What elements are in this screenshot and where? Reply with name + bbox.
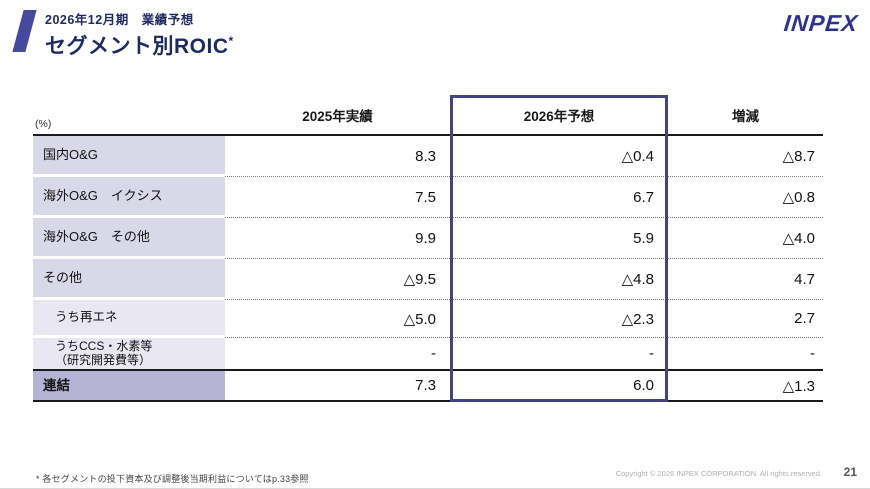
table-row-ccs-hydrogen: うちCCS・水素等 （研究開発費等） - - - [33, 338, 823, 369]
value-2026: △4.8 [450, 259, 668, 300]
row-label: うち再エネ [33, 300, 225, 338]
row-label: 連結 [33, 371, 225, 400]
value-2025: - [431, 345, 436, 362]
accent-slant-bar [12, 10, 37, 52]
value-diff: 4.7 [668, 259, 823, 300]
copyright-text: Copyright © 2026 INPEX CORPORATION. All … [615, 469, 822, 478]
slide-header: 2026年12月期 業績予想 セグメント別ROIC* [10, 8, 234, 60]
value-2026: △0.4 [450, 136, 668, 177]
table-row-overseas-og-ichthys: 海外O&G イクシス 7.5 6.7 △0.8 [33, 177, 823, 218]
title-block: 2026年12月期 業績予想 セグメント別ROIC* [45, 8, 234, 60]
column-header-change: 増減 [732, 108, 759, 124]
row-label: 海外O&G その他 [33, 218, 225, 259]
value-2026: △2.3 [450, 300, 668, 338]
row-label: 海外O&G イクシス [33, 177, 225, 218]
table-row-domestic-og: 国内O&G 8.3 △0.4 △8.7 [33, 136, 823, 177]
value-diff: △8.7 [668, 136, 823, 177]
roic-table: (%) 2025年実績 2026年予想 増減 国内O&G 8.3 △0.4 △8… [33, 95, 823, 402]
footnote: * 各セグメントの投下資本及び調整後当期利益についてはp.33参照 [36, 474, 309, 484]
value-2025: △9.5 [225, 259, 450, 300]
value-2025: 7.3 [415, 377, 436, 394]
slide-subtitle: 2026年12月期 業績予想 [45, 13, 194, 27]
value-2026: 5.9 [450, 218, 668, 259]
table-row-others: その他 △9.5 △4.8 4.7 [33, 259, 823, 300]
value-2026: 6.7 [450, 177, 668, 218]
column-header-2025-actual: 2025年実績 [302, 108, 373, 124]
row-label: 国内O&G [33, 136, 225, 177]
table-header-row: (%) 2025年実績 2026年予想 増減 [33, 95, 823, 136]
table-row-overseas-og-other: 海外O&G その他 9.9 5.9 △4.0 [33, 218, 823, 259]
table-row-renewables: うち再エネ △5.0 △2.3 2.7 [33, 300, 823, 338]
title-footnote-marker: * [228, 34, 234, 48]
value-diff: 2.7 [668, 300, 823, 338]
page-title: セグメント別ROIC* [45, 30, 234, 60]
value-2025: △5.0 [225, 300, 450, 338]
value-2025: 7.5 [225, 177, 450, 218]
value-2026: 6.0 [633, 377, 654, 394]
row-label: その他 [33, 259, 225, 300]
value-diff: - [810, 345, 815, 362]
row-label: うちCCS・水素等 （研究開発費等） [33, 338, 225, 369]
value-diff: △4.0 [668, 218, 823, 259]
page-number: 21 [843, 465, 857, 479]
value-diff: △1.3 [782, 377, 815, 395]
inpex-logo: INPEX [782, 10, 860, 36]
column-header-2026-forecast: 2026年予想 [523, 108, 595, 124]
value-2026: - [649, 345, 654, 362]
value-diff: △0.8 [668, 177, 823, 218]
unit-label: (%) [35, 118, 52, 130]
page-title-text: セグメント別ROIC [45, 35, 229, 58]
value-2025: 8.3 [225, 136, 450, 177]
table-row-consolidated: 連結 7.3 6.0 △1.3 [33, 369, 823, 402]
value-2025: 9.9 [225, 218, 450, 259]
